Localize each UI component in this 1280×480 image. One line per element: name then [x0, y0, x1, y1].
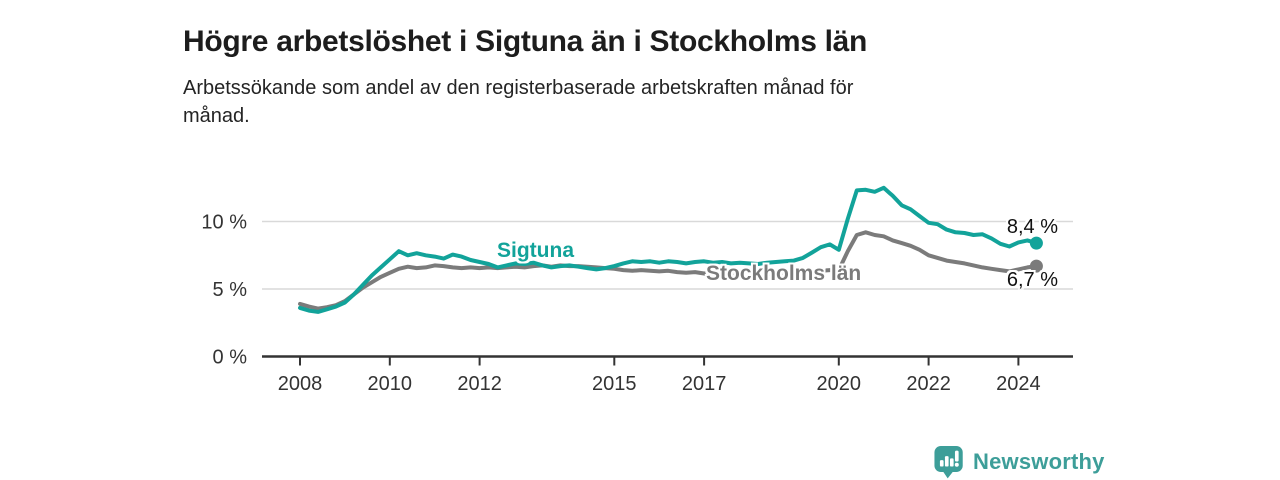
- logo-bars: [939, 450, 959, 467]
- chart-subtitle: Arbetssökande som andel av den registerb…: [183, 77, 854, 127]
- chart-title: Högre arbetslöshet i Sigtuna än i Stockh…: [183, 25, 868, 59]
- series-label-stockholms-lan: Stockholms län: [706, 262, 862, 285]
- y-tick-label: 10 %: [201, 212, 247, 234]
- x-tick-label: 2024: [996, 373, 1041, 395]
- series-line-sigtuna: [298, 185, 1039, 314]
- x-tick-label: 2020: [817, 373, 862, 395]
- end-value-label-stockholms-lan: 6,7 %: [1006, 269, 1058, 291]
- y-tick-label: 5 %: [213, 279, 248, 301]
- x-tick-label: 2010: [368, 373, 413, 395]
- series-end-dot-stockholms-lan: [1029, 259, 1043, 273]
- end-value-label-sigtuna: 8,4 %: [1006, 216, 1058, 238]
- x-tick-label: 2015: [592, 373, 637, 395]
- x-tick-label: 2017: [682, 373, 727, 395]
- newsworthy-logo-icon: [934, 446, 963, 479]
- series-line-stockholms-lan: [298, 230, 1039, 311]
- x-tick-label: 2022: [906, 373, 951, 395]
- newsworthy-logo[interactable]: Newsworthy: [934, 444, 1105, 480]
- x-tick-label: 2008: [278, 373, 323, 395]
- series-label-sigtuna: Sigtuna: [497, 239, 574, 262]
- x-tick-label: 2012: [457, 373, 502, 395]
- newsworthy-logo-text: Newsworthy: [973, 449, 1105, 474]
- y-tick-label: 0 %: [213, 347, 248, 369]
- series-end-dot-sigtuna: [1029, 236, 1043, 250]
